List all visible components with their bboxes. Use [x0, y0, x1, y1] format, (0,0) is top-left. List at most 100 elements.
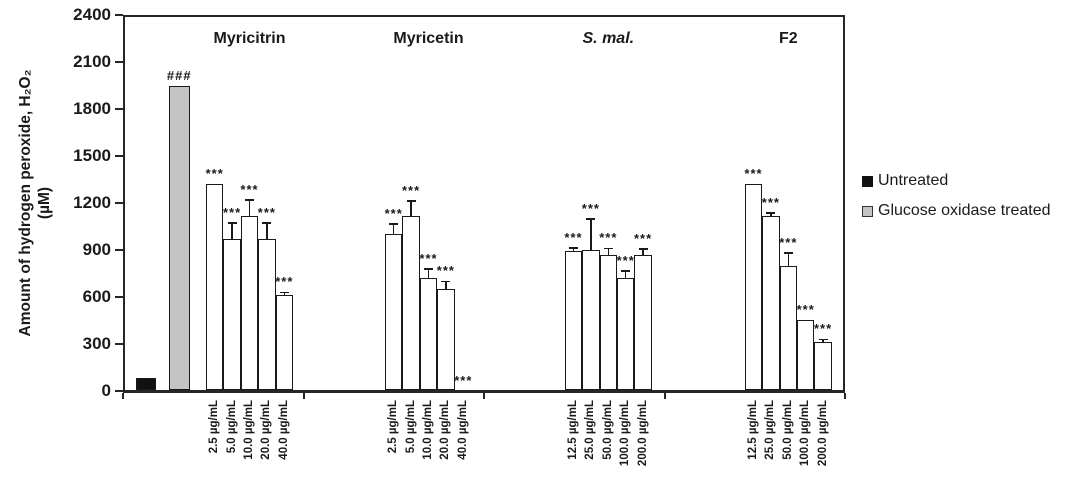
x-tick-label: 2.5 µg/mL — [387, 399, 400, 453]
error-bar-cap — [638, 248, 648, 251]
x-tick-label: 20.0 µg/mL — [439, 399, 452, 460]
x-tick-label: 40.0 µg/mL — [456, 399, 469, 460]
significance-label: *** — [402, 182, 421, 198]
error-bar — [572, 247, 575, 251]
y-axis-tick — [115, 296, 123, 298]
error-bar-cap — [783, 252, 793, 255]
y-tick-label: 1500 — [73, 146, 111, 165]
bar — [797, 319, 815, 390]
significance-label: *** — [599, 230, 618, 246]
x-tick-label: 200.0 µg/mL — [636, 399, 649, 466]
error-bar — [392, 224, 395, 235]
x-tick-label: 50.0 µg/mL — [601, 399, 614, 460]
x-tick-label: 12.5 µg/mL — [567, 399, 579, 460]
significance-label: *** — [564, 229, 583, 245]
error-bar — [266, 222, 268, 240]
x-tick-label: 40.0 µg/mL — [277, 399, 290, 460]
bar — [275, 295, 293, 390]
bar — [437, 289, 455, 390]
bar — [762, 215, 780, 390]
error-bar-cap — [424, 268, 433, 270]
significance-label: *** — [436, 263, 455, 279]
significance-label: *** — [779, 235, 798, 251]
significance-label: *** — [616, 253, 635, 269]
bar — [744, 184, 763, 390]
significance-label: *** — [744, 166, 763, 182]
x-tick-label: 10.0 µg/mL — [243, 399, 255, 460]
bar — [258, 239, 276, 390]
significance-label: *** — [257, 204, 276, 220]
bar — [779, 265, 797, 390]
error-bar-cap — [406, 199, 416, 202]
significance-label: *** — [814, 321, 833, 337]
bar — [582, 250, 600, 390]
y-tick-label: 2400 — [73, 5, 111, 24]
bar — [385, 234, 403, 390]
x-axis-tick — [302, 393, 305, 399]
y-tick-label: 600 — [82, 287, 111, 306]
legend-label-untreated: Untreated — [878, 172, 949, 189]
error-bar-cap — [586, 217, 596, 220]
significance-label: *** — [581, 200, 600, 216]
error-bar-cap — [603, 247, 613, 250]
error-bar — [248, 199, 251, 217]
bar — [223, 239, 241, 390]
error-bar — [607, 248, 610, 255]
x-tick-label: 12.5 µg/mL — [747, 399, 759, 460]
group-title: F2 — [778, 30, 798, 47]
error-bar-cap — [818, 338, 828, 341]
y-tick-label: 1200 — [73, 193, 111, 212]
legend: Untreated Glucose oxidase treated — [862, 172, 1051, 232]
bar — [634, 255, 652, 390]
glucose-oxidase-swatch-icon — [862, 205, 873, 217]
group-title: S. mal. — [582, 30, 635, 47]
significance-label: *** — [275, 274, 294, 290]
significance-label: *** — [223, 204, 242, 220]
x-axis-tick — [844, 393, 846, 399]
x-tick-label: 2.5 µg/mL — [208, 399, 221, 453]
x-tick-label: 10.0 µg/mL — [422, 399, 434, 460]
x-tick-label: 5.0 µg/mL — [404, 399, 417, 453]
error-bar — [642, 249, 644, 256]
legend-label-glucose-oxidase: Glucose oxidase treated — [878, 202, 1051, 219]
bar — [814, 341, 832, 390]
error-bar-cap — [227, 221, 237, 224]
error-bar-cap — [766, 212, 776, 215]
x-tick-label: 50.0 µg/mL — [781, 399, 794, 460]
error-bar-cap — [245, 199, 254, 201]
error-bar — [624, 271, 627, 279]
error-bar — [283, 292, 286, 296]
bar — [599, 254, 617, 390]
error-bar — [770, 213, 772, 216]
y-axis-tick — [115, 108, 123, 110]
significance-label: *** — [761, 195, 780, 211]
x-tick-label: 5.0 µg/mL — [225, 399, 238, 453]
y-axis-tick — [115, 202, 123, 204]
x-tick-label: 100.0 µg/mL — [799, 399, 812, 466]
error-bar — [427, 268, 430, 279]
significance-label: *** — [384, 206, 403, 222]
error-bar — [445, 281, 447, 290]
error-bar-cap — [389, 223, 399, 226]
bar — [564, 250, 583, 390]
error-bar — [787, 253, 790, 266]
group-title: Myricitrin — [213, 30, 286, 47]
y-tick-label: 1800 — [73, 99, 111, 118]
error-bar-cap — [279, 291, 289, 294]
error-bar-cap — [262, 221, 272, 224]
significance-label: *** — [240, 181, 259, 197]
y-axis-title-line1: Amount of hydrogen peroxide, H₂O₂ — [17, 69, 34, 337]
error-bar — [590, 218, 592, 250]
x-tick-label: 20.0 µg/mL — [260, 399, 273, 460]
x-axis-tick — [122, 393, 124, 399]
y-axis-tick — [115, 343, 123, 345]
error-bar-cap — [569, 246, 578, 249]
significance-label: *** — [634, 231, 653, 247]
error-bar-cap — [441, 280, 451, 283]
y-axis-tick — [115, 390, 123, 392]
bar — [206, 184, 224, 390]
x-axis-tick — [483, 393, 485, 399]
x-tick-label: 25.0 µg/mL — [764, 399, 777, 460]
plot-area — [123, 15, 845, 393]
